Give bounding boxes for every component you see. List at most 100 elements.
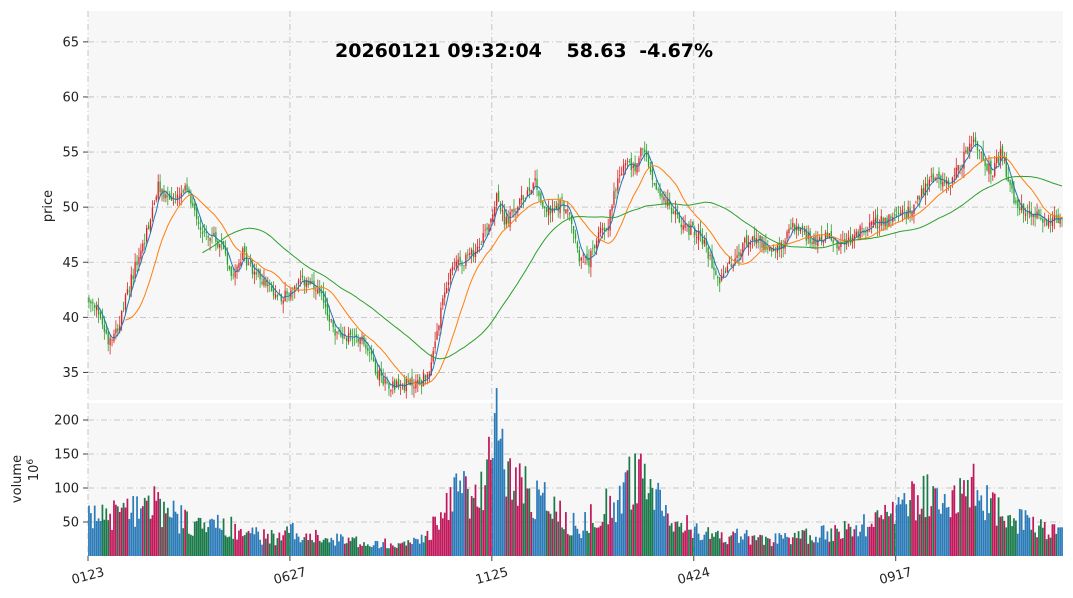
candle-body — [367, 347, 369, 352]
volume-bar — [195, 521, 198, 556]
candle-body — [1044, 220, 1046, 222]
volume-bar — [745, 529, 748, 556]
volume-bar — [140, 508, 142, 556]
volume-bar — [736, 528, 738, 556]
volume-bar — [315, 529, 317, 556]
candle-body — [976, 141, 979, 151]
volume-bar — [628, 456, 631, 556]
candle-body — [722, 273, 725, 277]
volume-bar — [90, 513, 92, 556]
volume-bar — [799, 538, 802, 556]
volume-bar — [216, 514, 219, 556]
candle-body — [105, 329, 107, 334]
candle-body — [138, 256, 140, 265]
volume-bar — [832, 540, 835, 556]
volume-bar — [730, 535, 733, 556]
candle-body — [880, 216, 882, 226]
candle-body — [207, 235, 209, 238]
candle-body — [338, 330, 340, 332]
volume-bar — [511, 499, 513, 556]
candle-body — [122, 308, 125, 310]
volume-bar — [661, 510, 663, 556]
volume-bar — [109, 513, 111, 556]
candle-body — [563, 201, 565, 212]
volume-bar — [484, 485, 486, 556]
volume-bar — [1049, 537, 1052, 556]
candle-body — [1038, 209, 1040, 216]
candle-body — [178, 196, 181, 198]
candle-body — [963, 152, 965, 169]
candle-body — [270, 286, 273, 292]
volume-bar — [115, 504, 117, 556]
candle-body — [544, 206, 546, 209]
candle-body — [305, 280, 307, 287]
volume-bar — [345, 543, 348, 556]
volume-bar — [207, 527, 210, 556]
candle-body — [551, 208, 554, 213]
price-tick-label: 65 — [62, 35, 79, 50]
volume-bar — [284, 530, 286, 556]
volume-bar — [778, 533, 781, 556]
candle-body — [345, 338, 348, 342]
candle-body — [655, 183, 657, 190]
candle-body — [953, 175, 956, 177]
candle-body — [124, 294, 127, 310]
candle-body — [519, 198, 521, 205]
candle-body — [1005, 157, 1007, 177]
candle-body — [557, 203, 559, 211]
volume-bar — [276, 538, 279, 556]
volume-bar — [322, 539, 325, 556]
candle-body — [736, 255, 738, 258]
volume-bar — [697, 533, 700, 556]
candle-body — [351, 338, 354, 340]
candle-body — [1045, 221, 1048, 226]
candle-body — [136, 261, 138, 266]
candle-body — [213, 232, 215, 236]
volume-bar — [999, 516, 1002, 556]
volume-bar — [174, 511, 177, 556]
volume-bar — [130, 512, 133, 556]
volume-bar — [876, 510, 879, 556]
candle-body — [224, 246, 227, 254]
candle-body — [403, 383, 406, 391]
candle-body — [617, 178, 619, 191]
price-tick-label: 55 — [62, 146, 79, 161]
volume-bar — [343, 543, 346, 556]
candle-body — [1040, 217, 1042, 220]
volume-bar — [947, 506, 950, 556]
volume-bar — [103, 519, 106, 556]
candle-body — [874, 217, 877, 223]
volume-bar — [1028, 517, 1031, 556]
volume-bar — [1047, 534, 1050, 556]
volume-bar — [182, 528, 185, 556]
volume-bar — [918, 514, 921, 556]
volume-axis-exponent: 106 — [26, 459, 42, 482]
volume-bar — [755, 540, 758, 556]
candle-body — [840, 242, 842, 247]
candle-body — [280, 293, 282, 302]
volume-bar — [209, 519, 211, 556]
candle-body — [374, 358, 377, 373]
volume-bar — [716, 530, 719, 556]
volume-bar — [680, 522, 683, 556]
candle-body — [445, 288, 448, 294]
candle-body — [395, 381, 398, 388]
volume-bar — [213, 519, 215, 556]
volume-bar — [828, 541, 831, 556]
volume-bar — [672, 531, 675, 556]
volume-bar — [193, 521, 196, 556]
candle-body — [320, 292, 323, 293]
candle-body — [153, 203, 156, 205]
volume-bar — [728, 536, 731, 556]
candle-body — [430, 362, 432, 376]
candle-body — [205, 232, 207, 234]
volume-bar — [780, 534, 783, 556]
volume-bar — [986, 485, 988, 556]
candle-body — [634, 162, 636, 172]
candle-body — [813, 236, 815, 245]
volume-bar — [915, 520, 917, 556]
volume-bar — [866, 526, 869, 556]
volume-bar — [159, 498, 161, 556]
candle-body — [120, 310, 123, 325]
volume-bar — [970, 477, 973, 556]
